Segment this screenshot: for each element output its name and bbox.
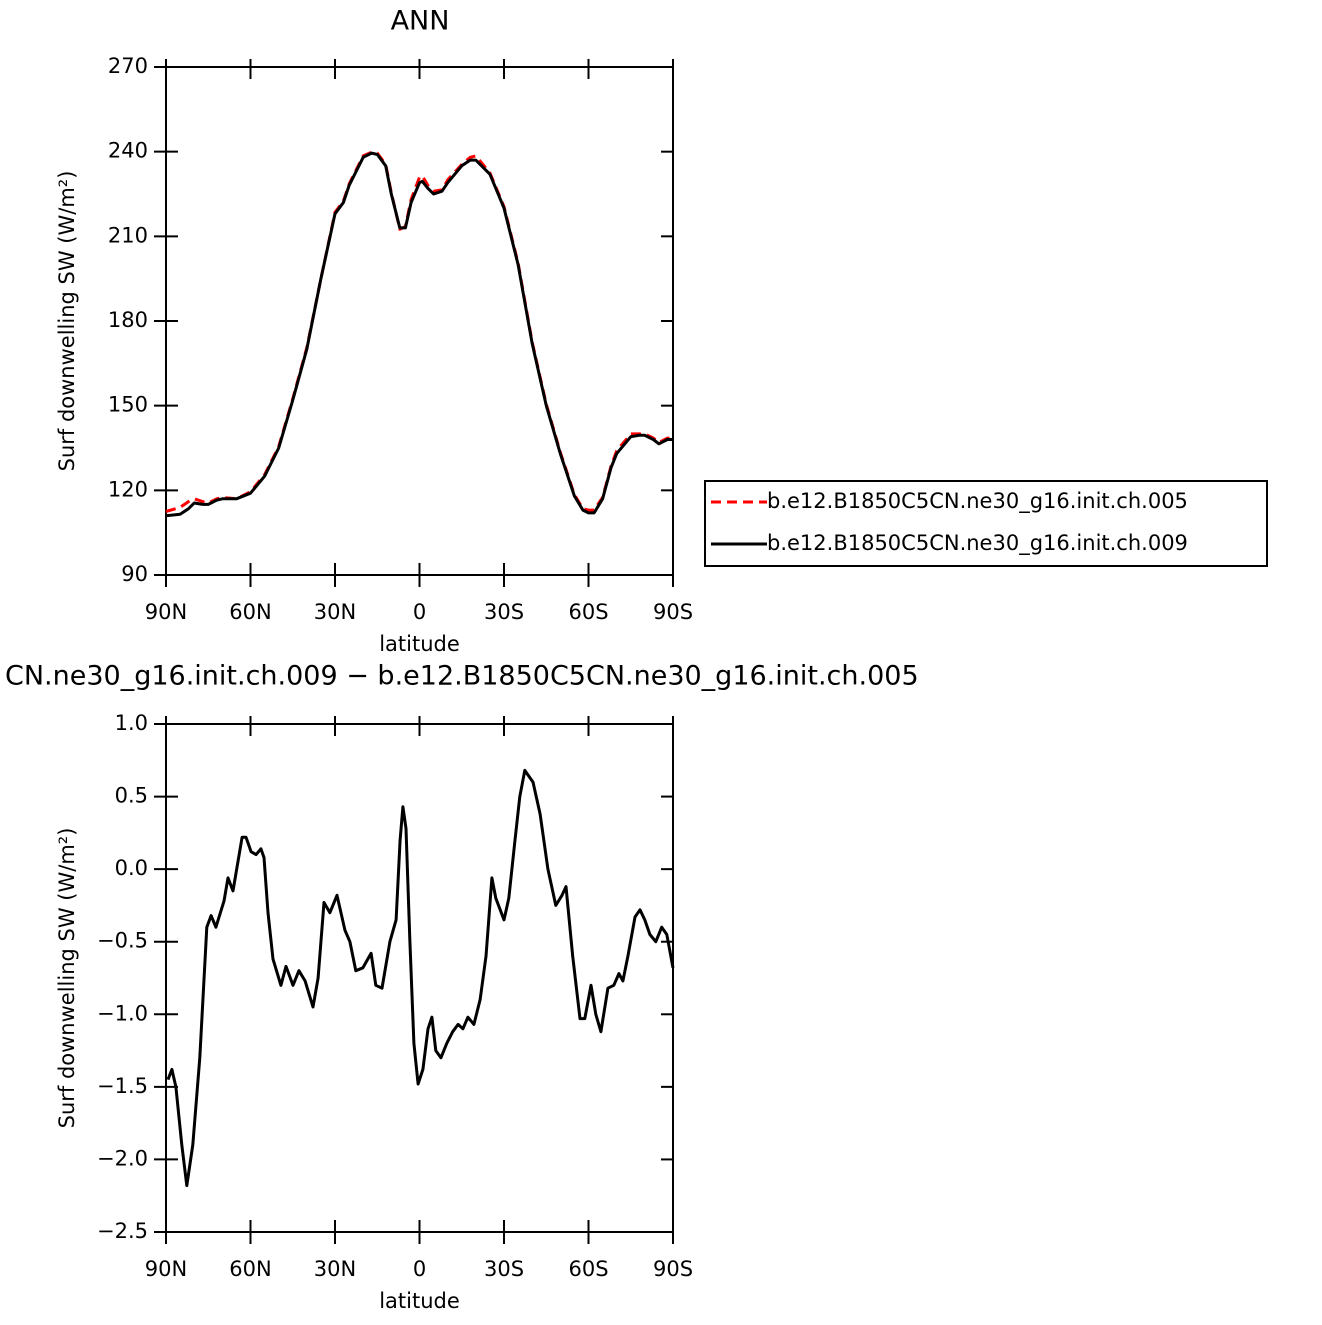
y-axis-label: Surf downwelling SW (W/m²) [55, 171, 79, 472]
y-tick-label: 240 [108, 139, 148, 163]
chart-title: CN.ne30_g16.init.ch.009 − b.e12.B1850C5C… [5, 661, 919, 692]
y-tick-label: −1.5 [97, 1074, 148, 1098]
x-axis-label: latitude [379, 632, 460, 656]
y-tick-label: 210 [108, 223, 148, 247]
data-line [165, 150, 673, 513]
y-tick-label: 180 [108, 308, 148, 332]
y-tick-label: 270 [108, 54, 148, 78]
plot-frame [165, 66, 674, 576]
x-tick-label: 90N [145, 600, 187, 624]
y-tick-label: −2.5 [97, 1219, 148, 1243]
y-tick-label: 90 [121, 562, 148, 586]
x-tick-label: 30S [484, 1257, 524, 1281]
plot-frame [165, 723, 674, 1233]
y-tick-label: −2.0 [97, 1146, 148, 1170]
y-tick-label: 0.5 [115, 784, 148, 808]
y-tick-label: 150 [108, 393, 148, 417]
x-tick-label: 0 [413, 600, 426, 624]
x-tick-label: 90S [653, 1257, 693, 1281]
x-tick-label: 60N [229, 1257, 271, 1281]
y-tick-label: 1.0 [115, 711, 148, 735]
y-tick-label: 0.0 [115, 856, 148, 880]
data-line [165, 151, 673, 518]
x-tick-label: 90S [653, 600, 693, 624]
x-tick-label: 0 [413, 1257, 426, 1281]
data-line [166, 768, 675, 1188]
x-axis-label: latitude [379, 1289, 460, 1313]
x-tick-label: 90N [145, 1257, 187, 1281]
legend-label: b.e12.B1850C5CN.ne30_g16.init.ch.005 [767, 489, 1188, 514]
y-tick-label: −0.5 [97, 929, 148, 953]
y-axis-label: Surf downwelling SW (W/m²) [55, 828, 79, 1129]
x-tick-label: 60S [568, 600, 608, 624]
legend-box [704, 480, 1268, 567]
x-tick-label: 60S [568, 1257, 608, 1281]
x-tick-label: 30S [484, 600, 524, 624]
x-tick-label: 30N [314, 600, 356, 624]
y-tick-label: 120 [108, 477, 148, 501]
legend-label: b.e12.B1850C5CN.ne30_g16.init.ch.009 [767, 531, 1188, 556]
y-tick-label: −1.0 [97, 1001, 148, 1025]
x-tick-label: 30N [314, 1257, 356, 1281]
chart-title: ANN [391, 6, 450, 37]
x-tick-label: 60N [229, 600, 271, 624]
